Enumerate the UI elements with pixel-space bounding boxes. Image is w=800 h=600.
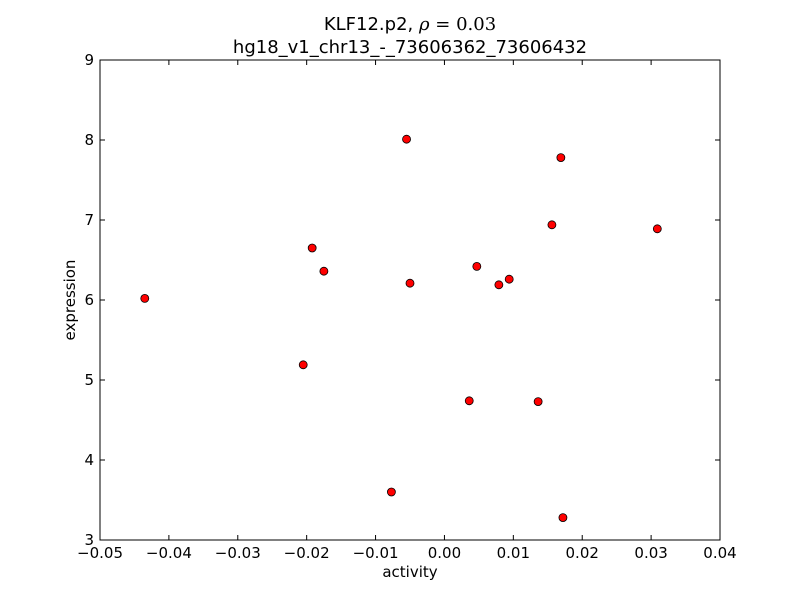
scatter-point <box>298 360 308 370</box>
chart-subtitle: hg18_v1_chr13_-_73606362_73606432 <box>233 37 587 58</box>
scatter-point <box>558 513 568 522</box>
plot-frame <box>99 59 721 541</box>
x-tick-label: −0.01 <box>353 544 399 562</box>
scatter-point <box>319 266 329 276</box>
chart-title-rho-value: = 0.03 <box>430 14 497 35</box>
scatter-point <box>652 224 662 234</box>
data-points <box>140 134 662 522</box>
x-tick-label: 0.01 <box>497 544 530 562</box>
scatter-point <box>494 280 504 290</box>
y-tick-label: 4 <box>84 451 94 469</box>
x-tick-label: 0.00 <box>428 544 461 562</box>
x-axis-label: activity <box>382 563 437 581</box>
scatter-point <box>472 261 482 271</box>
scatter-point <box>307 243 317 253</box>
scatter-point <box>386 487 396 497</box>
x-tick-label: −0.05 <box>77 544 123 562</box>
x-tick-label: −0.03 <box>215 544 261 562</box>
y-tick-label: 3 <box>84 531 94 549</box>
chart-title-prefix: KLF12.p2, <box>324 14 419 35</box>
scatter-point <box>402 134 411 144</box>
scatter-point <box>405 278 415 288</box>
scatter-point <box>533 397 543 407</box>
chart-title-rho-symbol: ρ <box>418 14 430 35</box>
scatter-point <box>556 153 566 163</box>
x-tick-label: 0.02 <box>566 544 599 562</box>
y-tick-label: 8 <box>84 131 94 149</box>
y-tick-label: 7 <box>84 211 94 229</box>
axis-tick-labels: −0.05 −0.04 −0.03 −0.02 −0.01 0.00 0.01 0.02 0.0… <box>77 51 737 562</box>
x-tick-label: 0.04 <box>703 544 736 562</box>
y-tick-label: 6 <box>84 291 94 309</box>
y-axis-label: expression <box>61 260 79 341</box>
scatter-point <box>547 220 557 230</box>
y-tick-label: 9 <box>84 51 94 69</box>
x-tick-label: 0.03 <box>634 544 667 562</box>
x-tick-label: −0.04 <box>146 544 192 562</box>
axis-ticks <box>99 59 721 541</box>
scatter-point <box>140 293 150 303</box>
chart-title: KLF12.p2, ρ = 0.03 <box>324 14 496 35</box>
scatter-point <box>504 274 514 284</box>
x-tick-label: −0.02 <box>284 544 330 562</box>
scatter-point <box>464 396 474 406</box>
y-tick-label: 5 <box>84 371 94 389</box>
